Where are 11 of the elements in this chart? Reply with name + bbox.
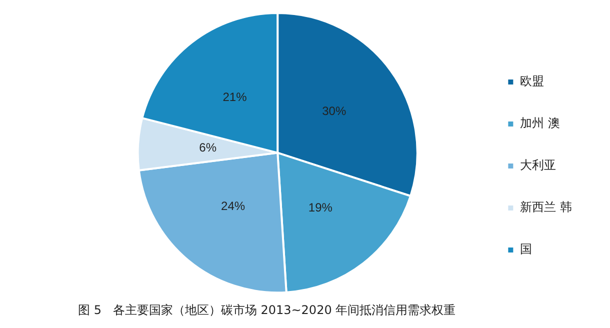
legend-label: 新西兰 韩 xyxy=(520,200,572,214)
legend-label: 国 xyxy=(520,242,532,256)
legend-label: 大利亚 xyxy=(520,158,556,172)
legend-label: 欧盟 xyxy=(520,74,544,88)
data-label: 21% xyxy=(222,90,248,104)
data-label: 19% xyxy=(308,200,333,214)
text: 图 5 各主要国家（地区）碳市场 2013~2020 年间抵消信用需求权重 xyxy=(78,302,456,317)
legend-label: 加州 澳 xyxy=(520,116,560,130)
data-label: 24% xyxy=(221,198,246,213)
data-label: 6% xyxy=(199,140,217,155)
data-label: 30% xyxy=(322,104,346,118)
